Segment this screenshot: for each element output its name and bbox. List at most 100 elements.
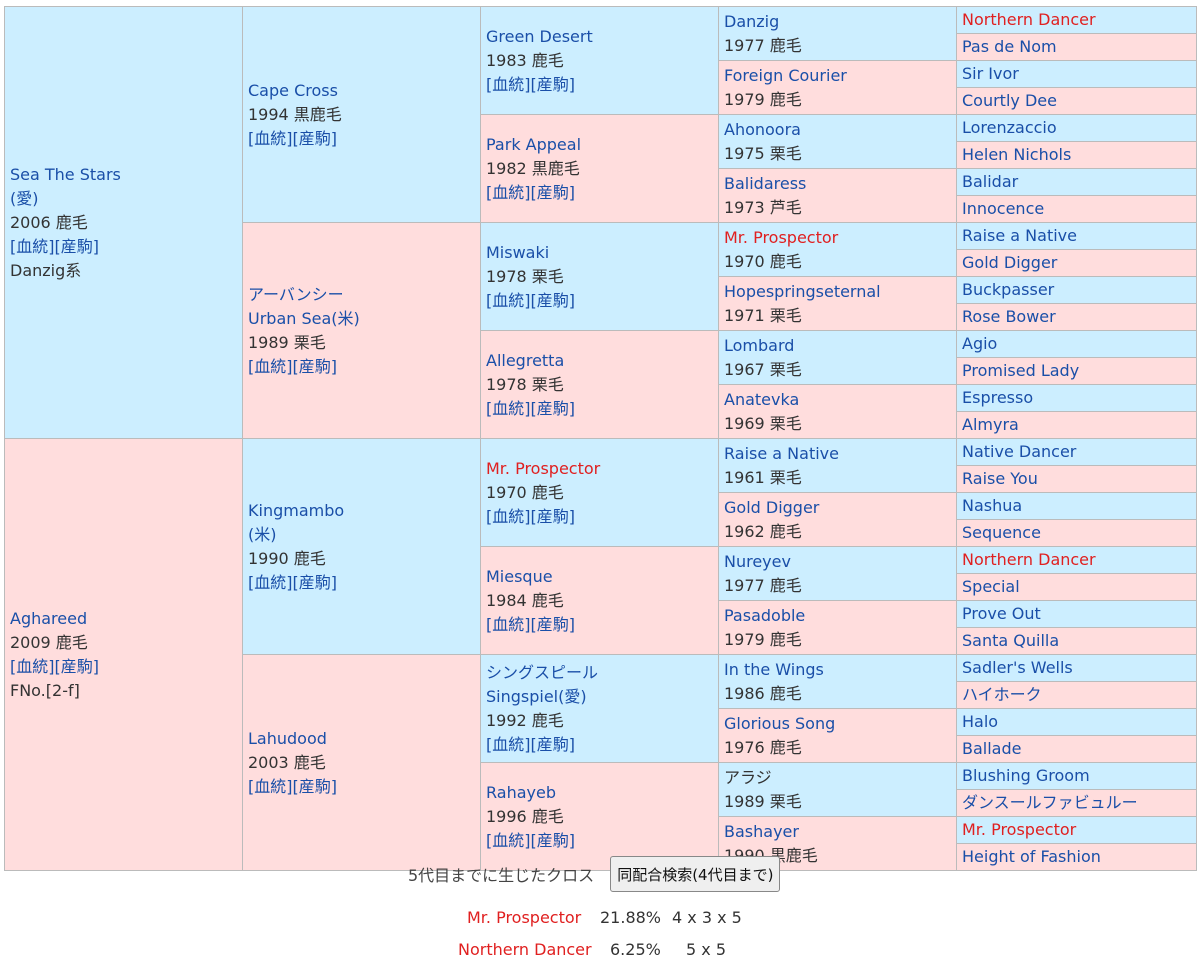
- horse-name[interactable]: Espresso: [962, 388, 1034, 407]
- offspring-link[interactable]: [産駒]: [530, 734, 576, 754]
- horse-name[interactable]: Balidar: [962, 172, 1019, 191]
- horse-name[interactable]: Special: [962, 577, 1020, 596]
- horse-name[interactable]: Urban Sea(米): [248, 308, 360, 328]
- pedigree-link[interactable]: [血統]: [10, 656, 55, 676]
- offspring-link[interactable]: [産駒]: [530, 290, 576, 310]
- horse-name[interactable]: Innocence: [962, 199, 1045, 218]
- horse-name[interactable]: Sea The Stars: [10, 164, 121, 184]
- horse-name[interactable]: Raise a Native: [962, 226, 1077, 245]
- pedigree-link[interactable]: [血統]: [486, 74, 531, 94]
- horse-name[interactable]: Santa Quilla: [962, 631, 1060, 650]
- cross-horse-name[interactable]: Mr. Prospector: [467, 908, 582, 927]
- pedigree-link[interactable]: [血統]: [10, 236, 55, 256]
- horse-name[interactable]: Helen Nichols: [962, 145, 1072, 164]
- horse-name[interactable]: Kingmambo: [248, 500, 345, 520]
- pedigree-link[interactable]: [血統]: [248, 776, 293, 796]
- horse-name[interactable]: Gold Digger: [724, 497, 820, 517]
- horse-name[interactable]: Sadler's Wells: [962, 658, 1073, 677]
- horse-name[interactable]: Almyra: [962, 415, 1019, 434]
- horse-name[interactable]: Promised Lady: [962, 361, 1080, 380]
- horse-name[interactable]: Ballade: [962, 739, 1022, 758]
- pedigree-link[interactable]: [血統]: [486, 830, 531, 850]
- offspring-link[interactable]: [産駒]: [54, 656, 100, 676]
- horse-name[interactable]: Native Dancer: [962, 442, 1077, 461]
- horse-name[interactable]: Blushing Groom: [962, 766, 1090, 785]
- horse-name[interactable]: Cape Cross: [248, 80, 338, 100]
- horse-name[interactable]: Mr. Prospector: [724, 227, 839, 247]
- horse-name[interactable]: Ahonoora: [724, 119, 801, 139]
- horse-name[interactable]: Glorious Song: [724, 713, 836, 733]
- offspring-link[interactable]: [産駒]: [530, 830, 576, 850]
- horse-name[interactable]: Lahudood: [248, 728, 327, 748]
- horse-name[interactable]: Lorenzaccio: [962, 118, 1057, 137]
- horse-name[interactable]: Allegretta: [486, 350, 565, 370]
- horse-name[interactable]: Lombard: [724, 335, 795, 355]
- offspring-link[interactable]: [産駒]: [292, 776, 338, 796]
- offspring-link[interactable]: [産駒]: [292, 356, 338, 376]
- horse-name[interactable]: Balidaress: [724, 173, 807, 193]
- offspring-link[interactable]: [産駒]: [530, 398, 576, 418]
- horse-origin[interactable]: (愛): [10, 188, 39, 208]
- pedigree-link[interactable]: [血統]: [486, 290, 531, 310]
- horse-name[interactable]: Foreign Courier: [724, 65, 847, 85]
- pedigree-row: Pasadoble 1979 鹿毛 Prove Out: [5, 600, 1197, 655]
- offspring-link[interactable]: [産駒]: [530, 182, 576, 202]
- horse-name[interactable]: Green Desert: [486, 26, 593, 46]
- horse-name[interactable]: In the Wings: [724, 659, 824, 679]
- pedigree-link[interactable]: [血統]: [486, 506, 531, 526]
- offspring-link[interactable]: [産駒]: [530, 74, 576, 94]
- horse-name[interactable]: Raise You: [962, 469, 1038, 488]
- same-mating-search-button[interactable]: 同配合検索(4代目まで): [610, 856, 781, 892]
- horse-name[interactable]: Buckpasser: [962, 280, 1055, 299]
- horse-name[interactable]: Nureyev: [724, 551, 791, 571]
- horse-name-ja[interactable]: アーバンシー: [248, 284, 344, 304]
- pedigree-link[interactable]: [血統]: [486, 734, 531, 754]
- horse-name[interactable]: Raise a Native: [724, 443, 839, 463]
- horse-name[interactable]: Anatevka: [724, 389, 800, 409]
- horse-name[interactable]: Mr. Prospector: [962, 820, 1077, 839]
- pedigree-link[interactable]: [血統]: [248, 572, 293, 592]
- dam-cell-gen3: Allegretta 1978 栗毛 [血統][産駒]: [480, 330, 719, 439]
- horse-name[interactable]: Halo: [962, 712, 999, 731]
- horse-name[interactable]: Northern Dancer: [962, 10, 1096, 29]
- horse-name[interactable]: Gold Digger: [962, 253, 1058, 272]
- pedigree-link[interactable]: [血統]: [486, 182, 531, 202]
- pedigree-link[interactable]: [血統]: [248, 356, 293, 376]
- horse-name-ja[interactable]: シングスピール: [486, 662, 599, 682]
- horse-name[interactable]: Danzig: [724, 11, 780, 31]
- pedigree-link[interactable]: [血統]: [486, 398, 531, 418]
- horse-name[interactable]: Height of Fashion: [962, 847, 1101, 866]
- horse-name[interactable]: ダンスールファビュルー: [962, 793, 1138, 812]
- horse-name[interactable]: Northern Dancer: [962, 550, 1096, 569]
- horse-name[interactable]: Rahayeb: [486, 782, 556, 802]
- offspring-link[interactable]: [産駒]: [530, 614, 576, 634]
- pedigree-link[interactable]: [血統]: [248, 128, 293, 148]
- sire-cell-gen1: Sea The Stars (愛) 2006 鹿毛 [血統][産駒] Danzig系: [4, 6, 243, 439]
- horse-name[interactable]: ハイホーク: [962, 685, 1042, 704]
- horse-name[interactable]: Park Appeal: [486, 134, 582, 154]
- horse-name[interactable]: Miswaki: [486, 242, 550, 262]
- horse-name[interactable]: Prove Out: [962, 604, 1041, 623]
- offspring-link[interactable]: [産駒]: [54, 236, 100, 256]
- offspring-link[interactable]: [産駒]: [292, 128, 338, 148]
- horse-name[interactable]: Nashua: [962, 496, 1023, 515]
- horse-name[interactable]: Singspiel(愛): [486, 686, 587, 706]
- dam-cell-gen1: Aghareed 2009 鹿毛 [血統][産駒] FNo.[2-f]: [4, 438, 243, 871]
- pedigree-link[interactable]: [血統]: [486, 614, 531, 634]
- cross-horse-name[interactable]: Northern Dancer: [458, 940, 592, 959]
- horse-name[interactable]: Agio: [962, 334, 998, 353]
- offspring-link[interactable]: [産駒]: [292, 572, 338, 592]
- horse-name[interactable]: Rose Bower: [962, 307, 1056, 326]
- horse-name[interactable]: Courtly Dee: [962, 91, 1057, 110]
- offspring-link[interactable]: [産駒]: [530, 506, 576, 526]
- horse-name[interactable]: Sequence: [962, 523, 1041, 542]
- horse-name[interactable]: Hopespringseternal: [724, 281, 881, 301]
- horse-name[interactable]: Aghareed: [10, 608, 88, 628]
- horse-name[interactable]: Miesque: [486, 566, 553, 586]
- horse-name[interactable]: Pas de Nom: [962, 37, 1057, 56]
- horse-name[interactable]: Sir Ivor: [962, 64, 1019, 83]
- horse-name[interactable]: Bashayer: [724, 821, 799, 841]
- horse-name[interactable]: Mr. Prospector: [486, 458, 601, 478]
- horse-name[interactable]: Pasadoble: [724, 605, 806, 625]
- horse-origin[interactable]: (米): [248, 524, 277, 544]
